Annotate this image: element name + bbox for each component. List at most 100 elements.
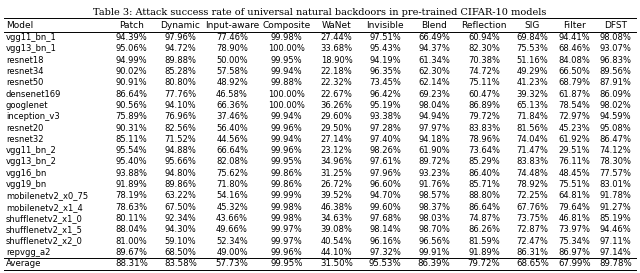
Text: 99.95%: 99.95% [271, 56, 303, 65]
Text: 98.70%: 98.70% [418, 225, 450, 234]
Text: 43.66%: 43.66% [216, 214, 248, 223]
Text: vgg11_bn_2: vgg11_bn_2 [6, 146, 57, 155]
Text: 99.88%: 99.88% [271, 78, 303, 87]
Text: 94.41%: 94.41% [559, 33, 590, 42]
Text: 71.47%: 71.47% [516, 146, 548, 155]
Text: 81.00%: 81.00% [116, 236, 148, 245]
Text: 100.00%: 100.00% [268, 90, 305, 99]
Text: 57.58%: 57.58% [216, 67, 248, 76]
Text: shufflenetv2_x1_0: shufflenetv2_x1_0 [6, 214, 83, 223]
Text: 79.72%: 79.72% [468, 112, 500, 121]
Text: 88.31%: 88.31% [115, 260, 148, 269]
Text: 99.97%: 99.97% [271, 236, 303, 245]
Text: 89.67%: 89.67% [116, 248, 148, 257]
Text: 62.30%: 62.30% [418, 67, 450, 76]
Text: 94.37%: 94.37% [418, 44, 450, 54]
Text: 90.91%: 90.91% [116, 78, 147, 87]
Text: 90.02%: 90.02% [116, 67, 147, 76]
Text: 31.25%: 31.25% [321, 169, 353, 178]
Text: 81.56%: 81.56% [516, 124, 548, 133]
Text: 26.72%: 26.72% [321, 180, 353, 189]
Text: Blend: Blend [421, 20, 447, 29]
Text: WaNet: WaNet [322, 20, 351, 29]
Text: 22.67%: 22.67% [321, 90, 353, 99]
Text: 66.64%: 66.64% [216, 146, 248, 155]
Text: 93.23%: 93.23% [418, 169, 450, 178]
Text: 85.19%: 85.19% [600, 214, 632, 223]
Text: 75.53%: 75.53% [516, 44, 548, 54]
Text: 96.16%: 96.16% [369, 236, 401, 245]
Text: 95.54%: 95.54% [116, 146, 147, 155]
Text: 97.68%: 97.68% [369, 214, 401, 223]
Text: vgg13_bn_1: vgg13_bn_1 [6, 44, 57, 54]
Text: 39.32%: 39.32% [516, 90, 548, 99]
Text: 91.78%: 91.78% [600, 191, 632, 200]
Text: 54.16%: 54.16% [216, 191, 248, 200]
Text: Patch: Patch [119, 20, 144, 29]
Text: 67.99%: 67.99% [558, 260, 591, 269]
Text: 29.50%: 29.50% [321, 124, 353, 133]
Text: 80.11%: 80.11% [116, 214, 148, 223]
Text: shufflenetv2_x1_5: shufflenetv2_x1_5 [6, 225, 83, 234]
Text: 83.01%: 83.01% [600, 180, 632, 189]
Text: 85.28%: 85.28% [164, 67, 196, 76]
Text: repvgg_a2: repvgg_a2 [6, 248, 51, 257]
Text: resnet50: resnet50 [6, 78, 44, 87]
Text: 99.94%: 99.94% [271, 112, 303, 121]
Text: 74.87%: 74.87% [468, 214, 500, 223]
Text: 93.88%: 93.88% [116, 169, 148, 178]
Text: 51.16%: 51.16% [516, 56, 548, 65]
Text: 94.59%: 94.59% [600, 112, 632, 121]
Text: 98.37%: 98.37% [418, 203, 450, 212]
Text: 92.34%: 92.34% [164, 214, 196, 223]
Text: 73.97%: 73.97% [558, 225, 590, 234]
Text: 68.79%: 68.79% [558, 78, 590, 87]
Text: 86.31%: 86.31% [516, 248, 548, 257]
Text: 99.97%: 99.97% [271, 225, 303, 234]
Text: 88.80%: 88.80% [468, 191, 500, 200]
Text: mobilenetv2_x0_75: mobilenetv2_x0_75 [6, 191, 88, 200]
Text: 88.04%: 88.04% [116, 225, 148, 234]
Text: Table 3: Attack success rate of universal natural backdoors in pre-trained CIFAR: Table 3: Attack success rate of universa… [93, 8, 547, 17]
Text: 94.80%: 94.80% [164, 169, 196, 178]
Text: 86.39%: 86.39% [418, 260, 451, 269]
Text: 99.98%: 99.98% [271, 214, 303, 223]
Text: 94.18%: 94.18% [418, 135, 450, 144]
Text: 44.56%: 44.56% [216, 135, 248, 144]
Text: 81.59%: 81.59% [468, 236, 500, 245]
Text: 66.36%: 66.36% [216, 101, 248, 110]
Text: DFST: DFST [604, 20, 627, 29]
Text: 98.14%: 98.14% [369, 225, 401, 234]
Text: Composite: Composite [262, 20, 311, 29]
Text: 57.73%: 57.73% [216, 260, 248, 269]
Text: 61.92%: 61.92% [559, 135, 590, 144]
Text: 89.72%: 89.72% [418, 158, 450, 167]
Text: 76.96%: 76.96% [164, 112, 196, 121]
Text: 82.56%: 82.56% [164, 124, 196, 133]
Text: 67.76%: 67.76% [516, 203, 548, 212]
Text: resnet34: resnet34 [6, 67, 44, 76]
Text: 71.52%: 71.52% [164, 135, 196, 144]
Text: 72.87%: 72.87% [516, 225, 548, 234]
Text: 73.45%: 73.45% [369, 78, 401, 87]
Text: 96.35%: 96.35% [369, 67, 401, 76]
Text: inception_v3: inception_v3 [6, 112, 60, 121]
Text: 95.06%: 95.06% [116, 44, 148, 54]
Text: Model: Model [6, 20, 33, 29]
Text: 97.97%: 97.97% [418, 124, 450, 133]
Text: 78.30%: 78.30% [600, 158, 632, 167]
Text: 95.08%: 95.08% [600, 124, 632, 133]
Text: 46.58%: 46.58% [216, 90, 248, 99]
Text: Input-aware: Input-aware [205, 20, 259, 29]
Text: 86.40%: 86.40% [468, 169, 500, 178]
Text: 45.23%: 45.23% [559, 124, 590, 133]
Text: 95.53%: 95.53% [369, 260, 402, 269]
Text: 84.08%: 84.08% [558, 56, 590, 65]
Text: 86.26%: 86.26% [468, 225, 500, 234]
Text: resnet32: resnet32 [6, 135, 44, 144]
Text: 68.65%: 68.65% [516, 260, 548, 269]
Text: 83.58%: 83.58% [164, 260, 196, 269]
Text: 89.56%: 89.56% [600, 67, 632, 76]
Text: 97.61%: 97.61% [369, 158, 401, 167]
Text: 99.95%: 99.95% [271, 260, 303, 269]
